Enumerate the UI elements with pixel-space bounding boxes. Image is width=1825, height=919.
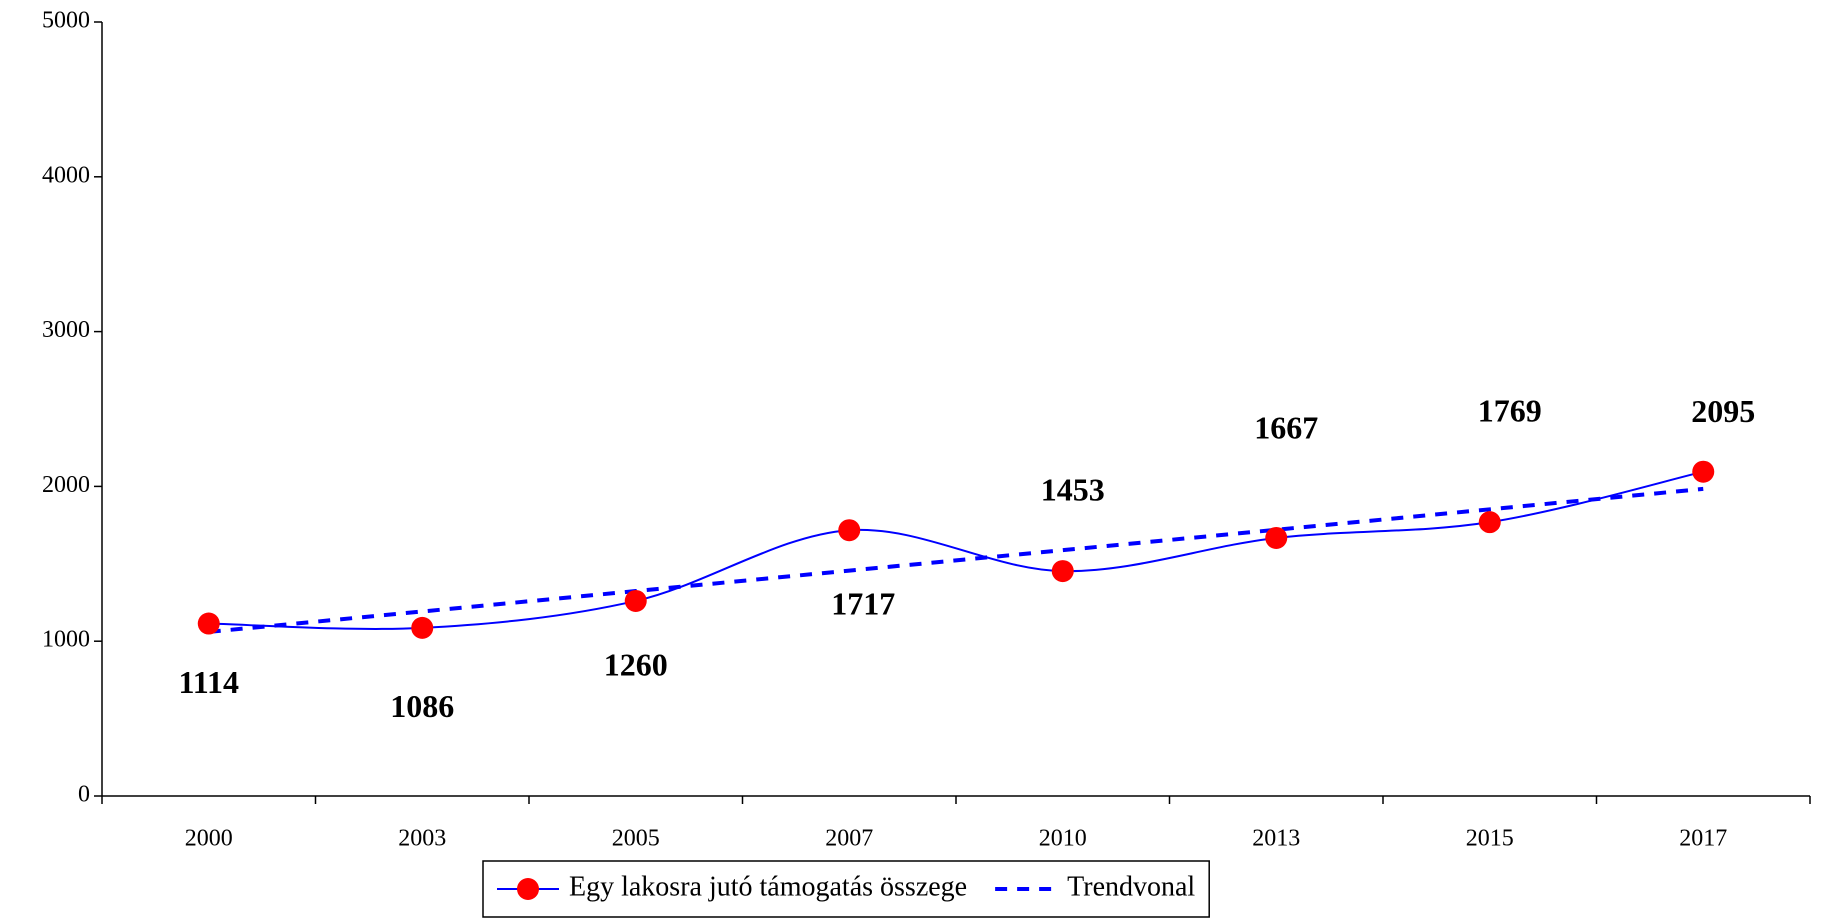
data-point bbox=[1051, 560, 1074, 583]
y-tick-label: 1000 bbox=[42, 627, 90, 653]
legend-label: Trendvonal bbox=[1067, 871, 1195, 902]
y-tick-label: 3000 bbox=[42, 317, 90, 343]
data-label: 1717 bbox=[831, 586, 895, 622]
y-tick-label: 4000 bbox=[42, 162, 90, 188]
data-point bbox=[624, 589, 647, 612]
x-tick-label: 2010 bbox=[1039, 826, 1087, 852]
data-point bbox=[1692, 460, 1715, 483]
trend-line bbox=[208, 486, 1704, 634]
data-point bbox=[1265, 526, 1288, 549]
legend-marker bbox=[517, 878, 539, 900]
data-label: 1453 bbox=[1041, 471, 1105, 507]
x-tick-label: 2013 bbox=[1252, 826, 1300, 852]
data-point bbox=[1478, 511, 1501, 534]
x-tick-label: 2000 bbox=[185, 826, 233, 852]
data-label: 1086 bbox=[390, 688, 454, 724]
x-tick-label: 2007 bbox=[825, 826, 873, 852]
data-point bbox=[838, 519, 861, 542]
data-label: 2095 bbox=[1691, 393, 1755, 429]
data-label: 1667 bbox=[1254, 409, 1318, 445]
x-tick-label: 2015 bbox=[1466, 826, 1514, 852]
data-label: 1769 bbox=[1478, 393, 1542, 429]
x-tick-label: 2017 bbox=[1679, 826, 1727, 852]
x-tick-label: 2003 bbox=[398, 826, 446, 852]
y-tick-label: 2000 bbox=[42, 472, 90, 498]
y-tick-label: 0 bbox=[78, 782, 90, 808]
data-point bbox=[197, 612, 220, 635]
legend-box bbox=[482, 860, 1210, 918]
data-label: 1114 bbox=[179, 664, 239, 700]
x-tick-label: 2005 bbox=[612, 826, 660, 852]
y-tick-label: 5000 bbox=[42, 8, 90, 34]
legend-label: Egy lakosra jutó támogatás összege bbox=[569, 871, 967, 902]
data-label: 1260 bbox=[604, 646, 668, 682]
data-point bbox=[411, 616, 434, 639]
data-line bbox=[208, 470, 1704, 630]
